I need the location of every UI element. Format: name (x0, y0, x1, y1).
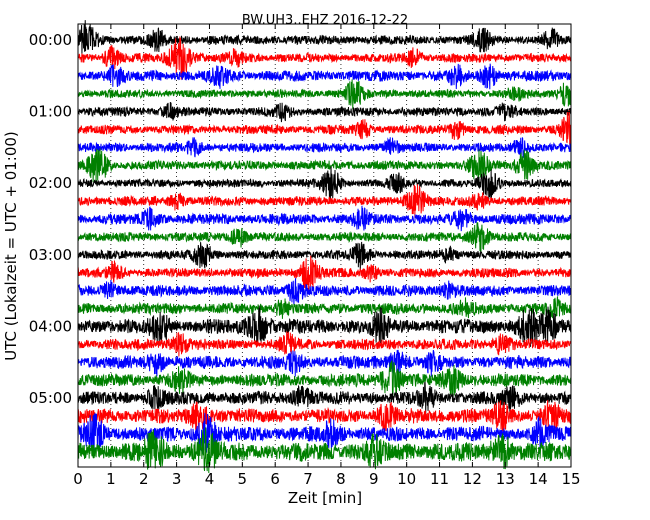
x-tick-label: 4 (205, 470, 215, 488)
x-tick-label: 2 (139, 470, 149, 488)
x-tick-label: 1 (106, 470, 116, 488)
y-axis: 00:00 01:00 02:00 03:00 04:00 05:00 (29, 31, 571, 407)
x-tick-label: 0 (73, 470, 83, 488)
y-tick-label: 03:00 (29, 246, 72, 264)
trace-row (77, 241, 572, 271)
y-tick-label: 02:00 (29, 174, 72, 192)
trace-row (77, 296, 572, 319)
trace-row (77, 222, 572, 252)
x-axis-label: Zeit [min] (288, 489, 362, 507)
trace-row (77, 381, 572, 414)
x-tick-label: 12 (463, 470, 482, 488)
trace-row (77, 20, 572, 54)
y-axis-label: UTC (Lokalzeit = UTC + 01:00) (2, 131, 20, 361)
trace-row (77, 349, 572, 377)
x-tick-label: 7 (303, 470, 313, 488)
x-axis: 0 1 2 3 4 5 6 7 8 9 10 11 12 13 14 15 (73, 24, 581, 488)
x-tick-label: 3 (172, 470, 182, 488)
x-tick-label: 11 (430, 470, 449, 488)
x-tick-label: 15 (561, 470, 580, 488)
y-tick-label: 04:00 (29, 317, 72, 335)
trace-row (77, 36, 572, 80)
x-tick-label: 6 (270, 470, 280, 488)
trace-row (77, 63, 572, 90)
trace-row (77, 148, 572, 185)
x-tick-label: 13 (496, 470, 515, 488)
trace-row (77, 399, 572, 433)
chart-title: BW.UH3..EHZ 2016-12-22 (242, 13, 408, 28)
trace-group (77, 20, 572, 474)
x-tick-label: 10 (397, 470, 416, 488)
trace-row (77, 331, 572, 357)
plot-frame (77, 23, 572, 468)
trace-row (77, 413, 572, 456)
y-tick-label: 00:00 (29, 31, 72, 49)
trace-row (77, 101, 572, 123)
x-tick-label: 8 (336, 470, 346, 488)
trace-row (77, 427, 572, 474)
x-tick-label: 9 (369, 470, 379, 488)
y-tick-label: 01:00 (29, 103, 72, 121)
trace-row (77, 205, 572, 232)
x-tick-label: 14 (529, 470, 548, 488)
y-tick-label: 05:00 (29, 389, 72, 407)
trace-row (77, 305, 572, 347)
trace-row (77, 255, 572, 293)
trace-row (77, 110, 572, 146)
trace-row (77, 137, 572, 159)
trace-row (77, 278, 572, 305)
trace-row (77, 79, 572, 110)
x-tick-label: 5 (238, 470, 248, 488)
trace-row (77, 360, 572, 400)
trace-row (77, 184, 572, 218)
